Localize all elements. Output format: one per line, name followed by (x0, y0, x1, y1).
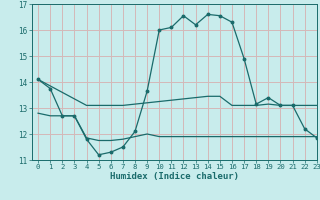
X-axis label: Humidex (Indice chaleur): Humidex (Indice chaleur) (110, 172, 239, 181)
